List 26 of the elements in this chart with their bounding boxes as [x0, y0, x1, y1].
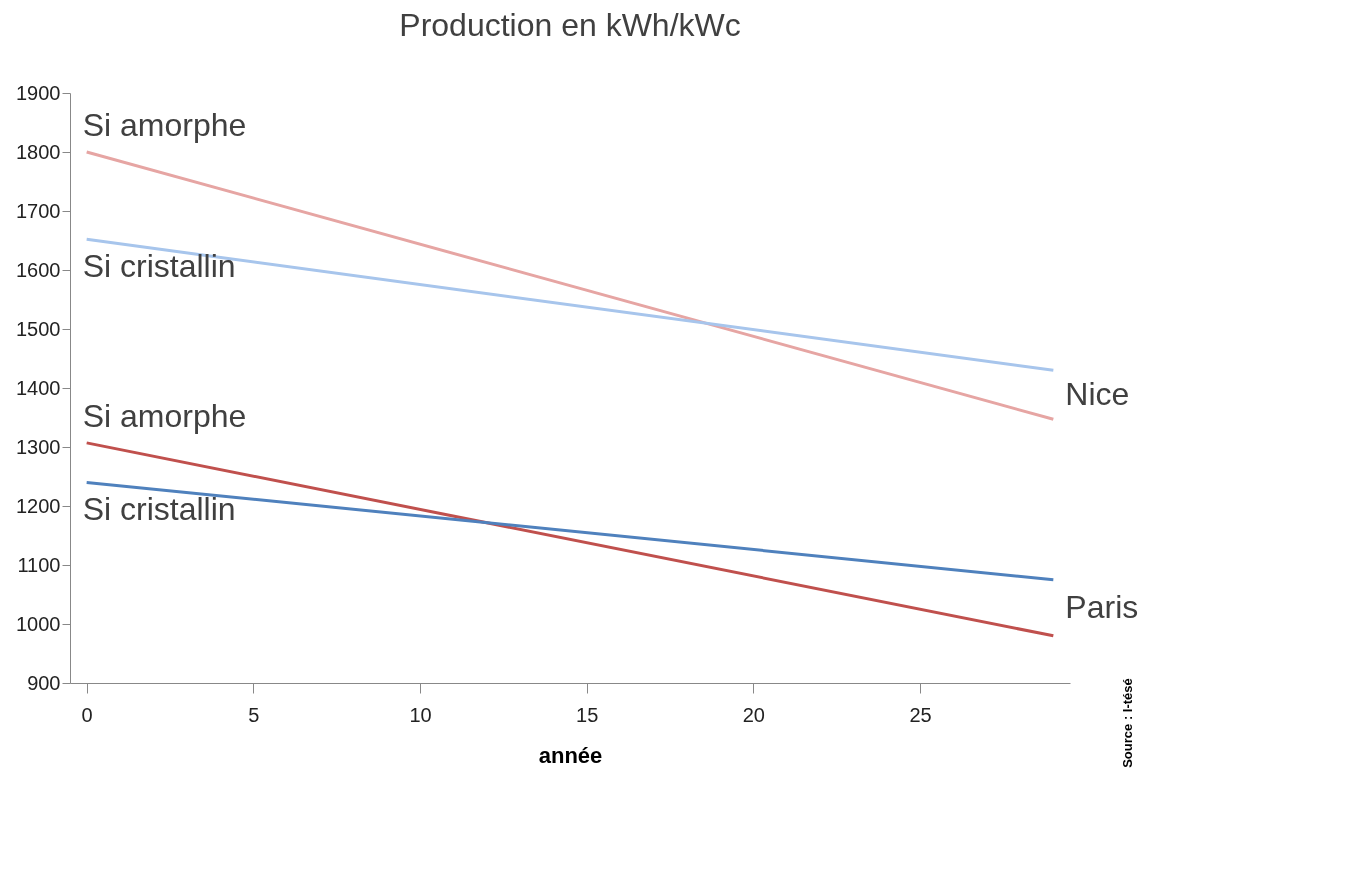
y-tick-label: 1700 [16, 199, 61, 222]
x-tick-label: 5 [248, 703, 260, 726]
y-tick-label: 1600 [16, 258, 61, 281]
y-tick-label: 1900 [16, 81, 61, 104]
series-label: Si cristallin [82, 491, 236, 528]
x-tick-label: 10 [409, 703, 432, 726]
source-note: Source : I-tésé [1120, 678, 1135, 768]
y-tick-label: 1400 [16, 376, 61, 399]
y-tick-label: 900 [27, 671, 61, 694]
annotation: Nice [1065, 375, 1130, 412]
y-tick-label: 1000 [16, 612, 61, 635]
chart-title: Production en kWh/kWc [399, 7, 741, 43]
y-tick-label: 1500 [16, 317, 61, 340]
annotation: Paris [1065, 588, 1139, 625]
series-label: Si cristallin [82, 248, 236, 285]
series-label: Si amorphe [82, 107, 247, 143]
x-tick-label: 25 [909, 703, 932, 726]
x-tick-label: 0 [81, 703, 93, 726]
x-tick-label: 15 [576, 703, 599, 726]
x-axis-title: année [538, 742, 603, 768]
y-tick-label: 1300 [16, 435, 61, 458]
y-tick-label: 1800 [16, 140, 61, 163]
y-tick-label: 1200 [16, 494, 61, 517]
x-tick-label: 20 [742, 703, 765, 726]
y-tick-label: 1100 [17, 553, 61, 576]
series-label: Si amorphe [82, 397, 247, 434]
